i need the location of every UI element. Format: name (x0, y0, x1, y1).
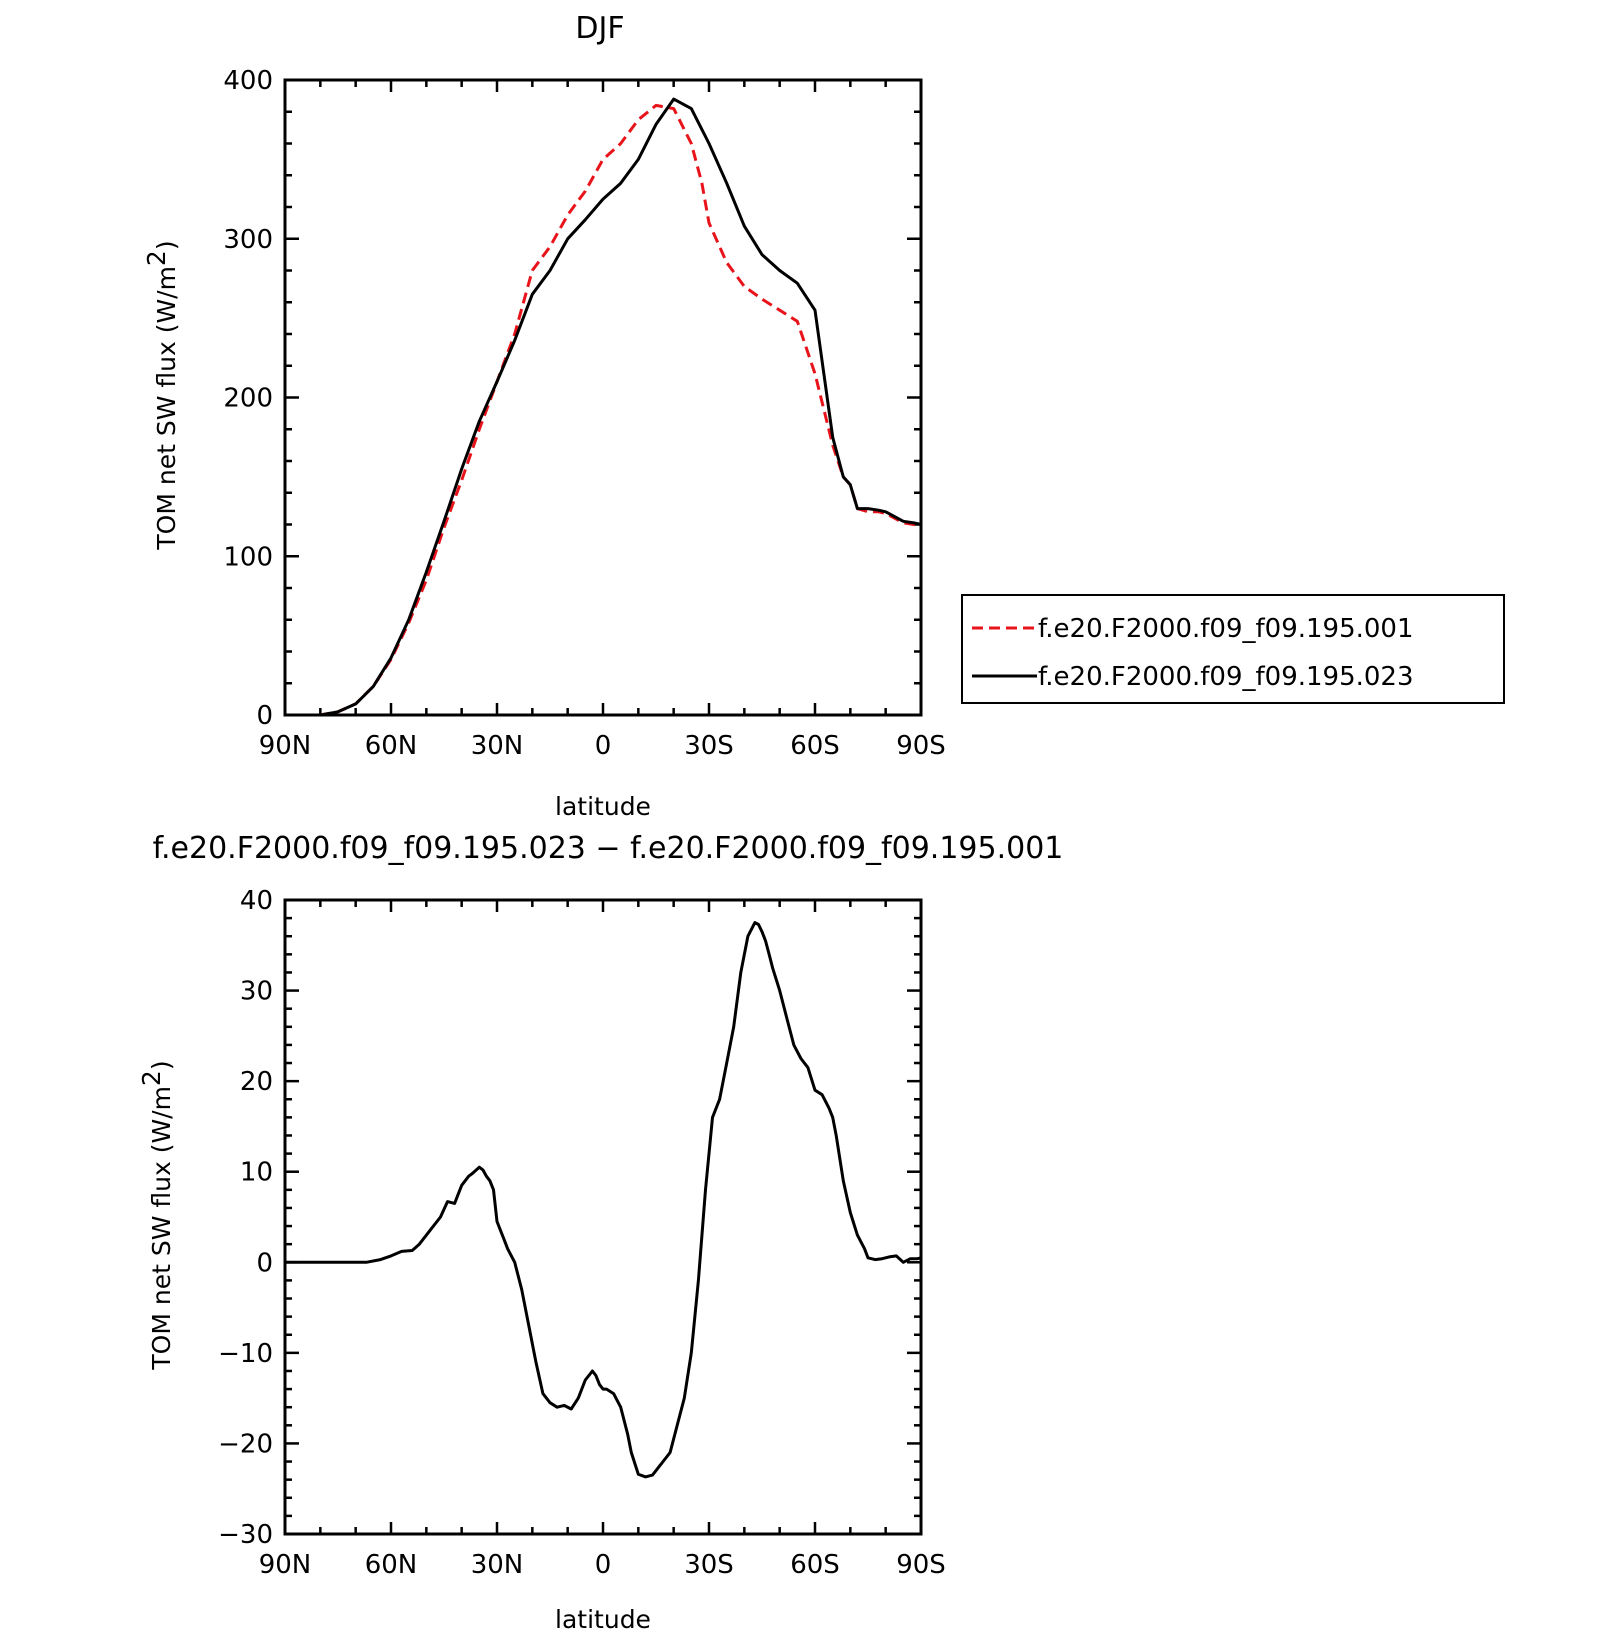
plot-frame (283, 78, 923, 717)
x-tick-labels: 90N 60N 30N 0 30S 60S 90S (259, 1550, 946, 1580)
x-tick-label: 60N (365, 731, 418, 761)
panel-top: DJF TOM net SW flux (W/m2) 0 100 200 300 400… (142, 11, 946, 821)
x-tick-label: 0 (595, 731, 612, 761)
y-tick-label: −10 (218, 1339, 273, 1369)
chart-title: DJF (575, 11, 624, 46)
x-tick-label: 30S (684, 1550, 734, 1580)
y-axis-label: TOM net SW flux (W/m2) (142, 240, 181, 550)
y-tick-label: 10 (240, 1158, 273, 1188)
x-tick-label: 90S (896, 731, 946, 761)
tick-marks (283, 78, 923, 717)
series-lines (283, 921, 923, 1479)
x-tick-label: 30S (684, 731, 734, 761)
x-tick-labels: 90N 60N 30N 0 30S 60S 90S (259, 731, 946, 761)
legend-box (961, 594, 1505, 704)
y-tick-labels: −30 −20 −10 0 10 20 30 40 (218, 886, 273, 1550)
y-tick-label: −30 (218, 1520, 273, 1550)
x-tick-label: 90N (259, 731, 312, 761)
y-tick-label: 100 (223, 542, 273, 572)
svg-text:TOM net SW flux (W/m2): TOM net SW flux (W/m2) (142, 240, 181, 550)
series-line-1 (283, 97, 923, 717)
legend: f.e20.F2000.f09_f09.195.001 f.e20.F2000.… (961, 594, 1505, 704)
y-tick-label: 200 (223, 384, 273, 414)
series-line-0 (285, 103, 922, 717)
panel-bottom: f.e20.F2000.f09_f09.195.023 − f.e20.F200… (137, 831, 1063, 1634)
legend-label-001: f.e20.F2000.f09_f09.195.001 (1038, 614, 1414, 644)
legend-label-023: f.e20.F2000.f09_f09.195.023 (1038, 662, 1414, 692)
x-tick-label: 0 (595, 1550, 612, 1580)
plot-frame (283, 898, 923, 1536)
y-tick-label: 0 (256, 1248, 273, 1278)
y-axis-label: TOM net SW flux (W/m2) (137, 1060, 176, 1370)
x-tick-label: 90S (896, 1550, 946, 1580)
y-tick-label: 300 (223, 225, 273, 255)
y-tick-label: −20 (218, 1429, 273, 1459)
series-line-0 (283, 921, 923, 1479)
x-tick-label: 30N (471, 731, 524, 761)
y-tick-label: 30 (240, 977, 273, 1007)
x-axis-label: latitude (555, 792, 651, 821)
y-tick-label: 40 (240, 886, 273, 916)
y-tick-label: 400 (223, 66, 273, 96)
tick-marks (283, 898, 923, 1536)
y-tick-label: 0 (256, 701, 273, 731)
x-axis-label: latitude (555, 1605, 651, 1634)
series-lines (283, 97, 923, 717)
svg-text:TOM net SW flux (W/m2): TOM net SW flux (W/m2) (137, 1060, 176, 1370)
x-tick-label: 30N (471, 1550, 524, 1580)
x-tick-label: 90N (259, 1550, 312, 1580)
x-tick-label: 60S (790, 1550, 840, 1580)
x-tick-label: 60N (365, 1550, 418, 1580)
y-tick-label: 20 (240, 1067, 273, 1097)
chart-title: f.e20.F2000.f09_f09.195.023 − f.e20.F200… (153, 831, 1064, 866)
x-tick-label: 60S (790, 731, 840, 761)
y-tick-labels: 0 100 200 300 400 (223, 66, 273, 731)
